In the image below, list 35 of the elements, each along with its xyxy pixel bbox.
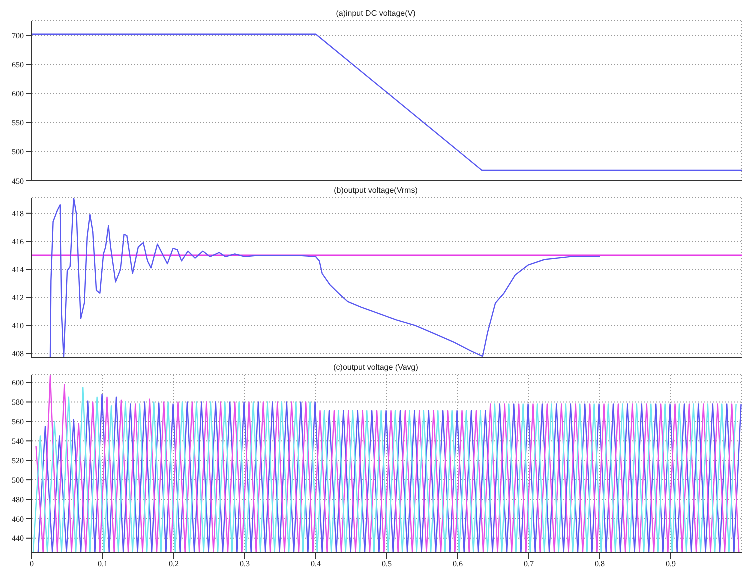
x-tick-label: 0.9 [666,560,676,569]
line-series [50,198,601,358]
y-tick-label: 560 [12,418,24,427]
y-tick-label: 480 [12,495,24,504]
y-tick-label: 450 [12,176,24,186]
y-tick-label: 500 [12,476,24,485]
y-tick-label: 408 [12,350,24,359]
chart-title: (a)input DC voltage(V) [335,8,417,19]
y-tick-label: 460 [12,514,24,524]
x-tick-label: 0.8 [595,560,605,569]
y-tick-label: 580 [12,398,24,408]
y-tick-label: 540 [12,436,24,446]
x-tick-label: 0.1 [98,560,108,569]
y-tick-label: 550 [12,118,24,128]
x-tick-label: 0.6 [453,560,463,569]
x-tick-label: 0.2 [169,560,179,569]
y-tick-label: 440 [12,534,24,544]
y-tick-label: 700 [12,31,24,40]
x-tick-label: 0.7 [524,560,534,569]
y-tick-label: 600 [12,378,24,388]
y-tick-label: 412 [12,293,24,302]
y-tick-label: 600 [12,90,24,99]
x-tick-label: 0.4 [311,560,321,569]
y-tick-label: 416 [12,237,24,246]
x-tick-label: 0 [30,560,34,569]
chart-title: (c)output voltage (Vavg) [332,362,420,373]
y-tick-label: 418 [12,209,24,218]
x-tick-label: 0.5 [382,560,392,569]
y-tick-label: 500 [12,148,24,157]
chart-title: (b)output voltage(Vrms) [333,185,419,196]
y-tick-label: 650 [12,60,24,70]
y-tick-label: 520 [12,456,24,466]
y-tick-label: 414 [12,265,24,274]
x-tick-label: 0.3 [240,560,250,569]
y-tick-label: 410 [12,322,24,331]
